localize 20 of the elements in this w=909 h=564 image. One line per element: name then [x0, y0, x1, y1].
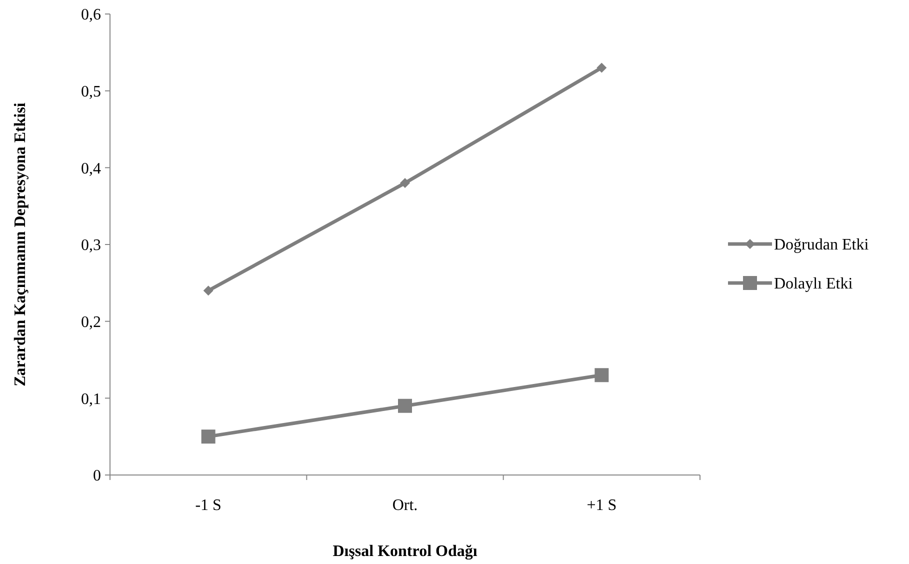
y-tick-label: 0: [93, 468, 101, 485]
point: [596, 62, 607, 73]
y-tick-label: 0,2: [81, 314, 101, 331]
x-tick-label: Ort.: [392, 497, 418, 514]
x-axis-title: Dışsal Kontrol Odağı: [332, 543, 478, 560]
point: [201, 430, 216, 444]
legend-label: Doğrudan Etki: [774, 236, 870, 254]
point: [398, 398, 412, 413]
y-tick-label: 0,6: [81, 6, 101, 24]
legend-label: Dolaylı Etki: [774, 276, 854, 293]
point: [400, 178, 410, 188]
y-tick-label: 0,4: [81, 160, 101, 178]
y-tick-label: 0,3: [81, 237, 101, 254]
y-tick-label: 0,5: [81, 83, 101, 100]
x-tick-label: +1 S: [586, 497, 617, 514]
y-tick-label: 0,1: [81, 390, 101, 408]
y-axis-title: Zarardan Kaçınmanın Depresyona Etkisi: [12, 102, 29, 386]
point: [594, 368, 609, 382]
point: [203, 286, 214, 296]
x-tick-label: -1 S: [195, 497, 222, 514]
